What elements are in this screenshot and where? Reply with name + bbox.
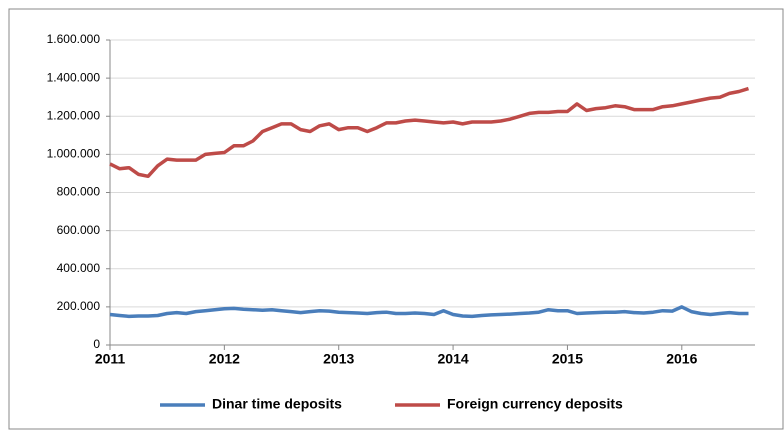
y-tick-label: 1.600.000 [47,32,101,46]
y-tick-label: 400.000 [57,261,101,275]
series-line [109,305,749,319]
x-tick-label: 2015 [552,351,583,367]
chart-frame [8,8,784,430]
y-tick-label: 0 [93,337,100,351]
x-tick-label: 2014 [438,351,469,367]
y-tick-label: 1.000.000 [47,147,101,161]
legend-label: Foreign currency deposits [447,396,623,412]
y-tick-label: 600.000 [57,223,101,237]
x-tick-label: 2011 [95,351,126,367]
x-tick-label: 2012 [209,351,240,367]
y-tick-label: 1.400.000 [47,70,101,84]
series-line [109,86,750,179]
x-tick-label: 2013 [323,351,354,367]
y-tick-label: 800.000 [57,185,101,199]
y-tick-label: 1.200.000 [47,108,101,122]
y-tick-label: 200.000 [57,299,101,313]
x-tick-label: 2016 [666,351,697,367]
legend-label: Dinar time deposits [212,396,342,412]
